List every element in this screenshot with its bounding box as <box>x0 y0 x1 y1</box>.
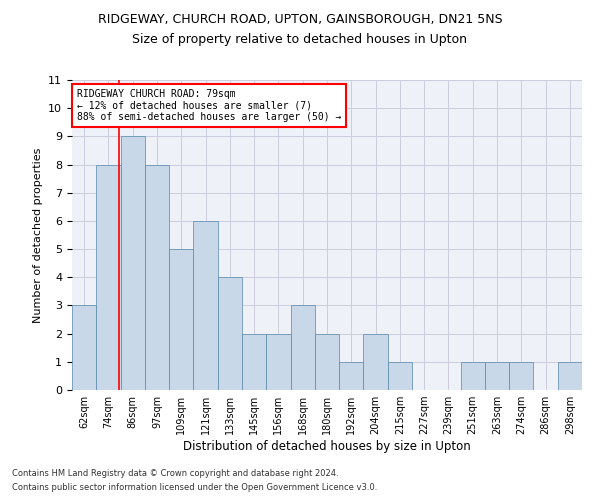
Bar <box>96 164 121 390</box>
Bar <box>242 334 266 390</box>
Text: Contains HM Land Registry data © Crown copyright and database right 2024.: Contains HM Land Registry data © Crown c… <box>12 468 338 477</box>
Bar <box>290 306 315 390</box>
Bar <box>218 278 242 390</box>
Bar <box>485 362 509 390</box>
Text: Contains public sector information licensed under the Open Government Licence v3: Contains public sector information licen… <box>12 484 377 492</box>
Text: RIDGEWAY CHURCH ROAD: 79sqm
← 12% of detached houses are smaller (7)
88% of semi: RIDGEWAY CHURCH ROAD: 79sqm ← 12% of det… <box>77 90 341 122</box>
Bar <box>388 362 412 390</box>
Bar <box>558 362 582 390</box>
Bar <box>121 136 145 390</box>
Bar <box>461 362 485 390</box>
Bar <box>315 334 339 390</box>
Bar <box>169 249 193 390</box>
Bar <box>72 306 96 390</box>
Text: RIDGEWAY, CHURCH ROAD, UPTON, GAINSBOROUGH, DN21 5NS: RIDGEWAY, CHURCH ROAD, UPTON, GAINSBOROU… <box>98 12 502 26</box>
Text: Size of property relative to detached houses in Upton: Size of property relative to detached ho… <box>133 32 467 46</box>
Bar <box>193 221 218 390</box>
Bar <box>145 164 169 390</box>
Bar <box>509 362 533 390</box>
Bar <box>364 334 388 390</box>
Bar <box>339 362 364 390</box>
X-axis label: Distribution of detached houses by size in Upton: Distribution of detached houses by size … <box>183 440 471 453</box>
Bar <box>266 334 290 390</box>
Y-axis label: Number of detached properties: Number of detached properties <box>33 148 43 322</box>
